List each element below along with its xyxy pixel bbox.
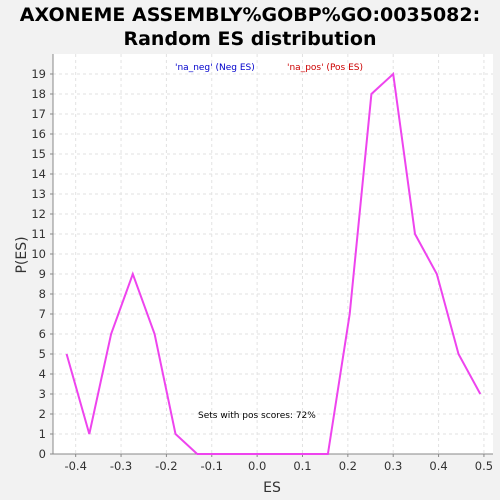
y-tick-label: 1 xyxy=(39,427,46,441)
y-tick-label: 17 xyxy=(31,107,46,121)
pos-scores-annotation: Sets with pos scores: 72% xyxy=(198,411,316,421)
x-tick-label: 0.3 xyxy=(384,459,402,473)
y-tick-label: 13 xyxy=(31,187,46,201)
y-tick-label: 9 xyxy=(39,267,46,281)
chart-title-line1: AXONEME ASSEMBLY%GOBP%GO:0035082: xyxy=(20,4,480,26)
x-tick-label: -0.4 xyxy=(64,459,86,473)
y-tick-label: 4 xyxy=(39,367,46,381)
x-tick-label: -0.2 xyxy=(155,459,177,473)
y-tick-label: 7 xyxy=(39,307,46,321)
y-tick-label: 2 xyxy=(39,407,46,421)
y-tick-label: 19 xyxy=(31,67,46,81)
legend-pos: 'na_pos' (Pos ES) xyxy=(287,63,363,73)
x-tick-label: -0.1 xyxy=(201,459,223,473)
x-tick-label: 0.1 xyxy=(293,459,311,473)
es-series-line xyxy=(65,71,482,455)
x-tick-label: 0.4 xyxy=(429,459,447,473)
x-tick-label: 0.5 xyxy=(475,459,493,473)
chart-title-line2: Random ES distribution xyxy=(123,28,376,50)
x-tick-label: 0.2 xyxy=(339,459,357,473)
y-tick-label: 6 xyxy=(39,327,46,341)
y-tick-label: 14 xyxy=(31,167,46,181)
y-axis-label: P(ES) xyxy=(14,236,30,273)
y-tick-label: 8 xyxy=(39,287,46,301)
y-tick-label: 3 xyxy=(39,387,46,401)
y-tick-label: 12 xyxy=(31,207,46,221)
grid-lines xyxy=(53,54,493,455)
x-tick-label: 0.0 xyxy=(248,459,266,473)
x-tick-label: -0.3 xyxy=(110,459,132,473)
y-tick-label: 16 xyxy=(31,127,46,141)
legend-neg: 'na_neg' (Neg ES) xyxy=(175,63,255,73)
y-tick-label: 11 xyxy=(31,227,46,241)
y-tick-label: 5 xyxy=(39,347,46,361)
x-axis-label: ES xyxy=(263,480,281,496)
x-tick-labels: -0.4 -0.3 -0.2 -0.1 0.0 0.1 0.2 0.3 0.4 0.5 xyxy=(64,459,493,473)
y-tick-label: 18 xyxy=(31,87,46,101)
y-tick-label: 0 xyxy=(39,447,46,461)
series-layer xyxy=(65,71,482,455)
y-tick-label: 15 xyxy=(31,147,46,161)
y-tick-label: 10 xyxy=(31,247,46,261)
